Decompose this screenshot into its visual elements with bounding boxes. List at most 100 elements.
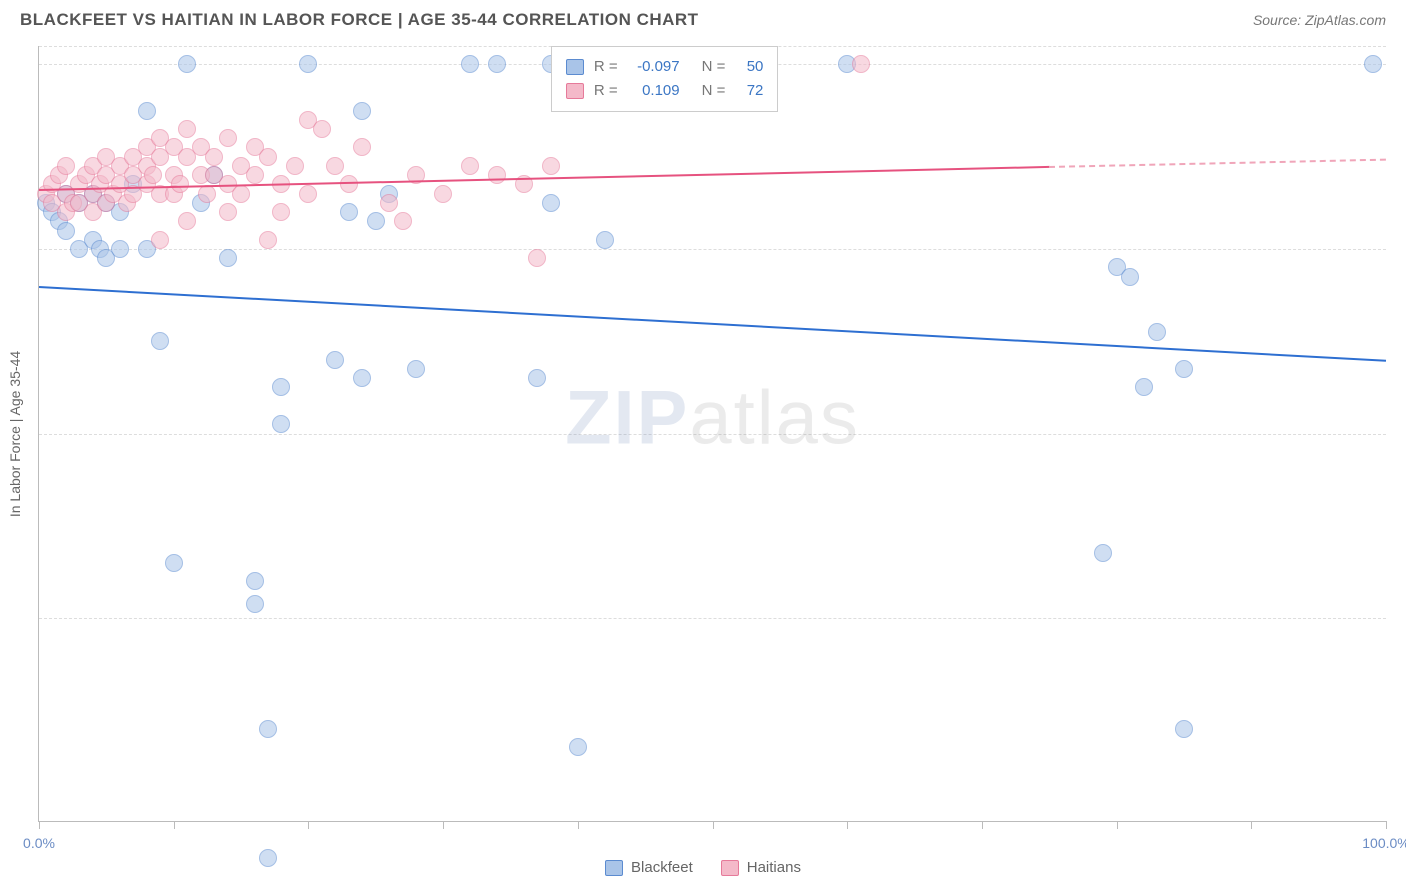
data-point [178,212,196,230]
chart-header: BLACKFEET VS HAITIAN IN LABOR FORCE | AG… [0,0,1406,34]
data-point [569,738,587,756]
x-tick [1251,821,1252,829]
y-axis-label: In Labor Force | Age 35-44 [7,350,23,516]
legend-swatch [566,59,584,75]
data-point [299,55,317,73]
x-tick [713,821,714,829]
legend-swatch [566,83,584,99]
data-point [461,55,479,73]
data-point [232,185,250,203]
data-point [488,55,506,73]
data-point [528,369,546,387]
data-point [542,157,560,175]
n-label: N = [702,79,726,103]
data-point [353,102,371,120]
data-point [353,138,371,156]
x-tick [174,821,175,829]
data-point [286,157,304,175]
x-tick [308,821,309,829]
x-tick [1386,821,1387,829]
data-point [111,240,129,258]
series-legend: Blackfeet Haitians [0,859,1406,876]
data-point [246,595,264,613]
data-point [1148,323,1166,341]
data-point [259,231,277,249]
data-point [380,194,398,212]
data-point [1121,268,1139,286]
x-tick [982,821,983,829]
data-point [151,332,169,350]
data-point [313,120,331,138]
legend-swatch [721,860,739,876]
x-tick [1117,821,1118,829]
y-tick-label: 60.0% [1398,426,1406,442]
correlation-legend: R =-0.097N =50R =0.109N =72 [551,46,779,112]
gridline [39,618,1386,619]
data-point [57,157,75,175]
plot-surface: 40.0%60.0%80.0%100.0%0.0%100.0% [39,46,1386,821]
data-point [165,554,183,572]
x-tick-label: 0.0% [23,835,55,851]
x-tick [443,821,444,829]
correlation-row: R =0.109N =72 [566,79,764,103]
data-point [219,129,237,147]
data-point [326,157,344,175]
gridline [39,249,1386,250]
data-point [272,415,290,433]
data-point [596,231,614,249]
n-value: 50 [735,55,763,79]
n-value: 72 [735,79,763,103]
data-point [299,185,317,203]
data-point [461,157,479,175]
data-point [246,572,264,590]
x-tick-label: 100.0% [1362,835,1406,851]
data-point [353,369,371,387]
correlation-row: R = -0.097 N = 50 [566,55,764,79]
data-point [259,148,277,166]
data-point [528,249,546,267]
legend-item: Blackfeet [605,859,693,876]
y-tick-label: 100.0% [1398,56,1406,72]
data-point [367,212,385,230]
data-point [488,166,506,184]
x-tick [39,821,40,829]
legend-label: Haitians [747,859,801,876]
data-point [1135,378,1153,396]
data-point [246,166,264,184]
trend-line [1049,159,1386,168]
x-tick [847,821,848,829]
data-point [394,212,412,230]
data-point [57,222,75,240]
legend-item: Haitians [721,859,801,876]
r-label: R = [594,55,618,79]
data-point [326,351,344,369]
data-point [138,102,156,120]
data-point [219,203,237,221]
data-point [178,120,196,138]
data-point [1175,720,1193,738]
chart-title: BLACKFEET VS HAITIAN IN LABOR FORCE | AG… [20,10,699,30]
data-point [259,720,277,738]
y-tick-label: 40.0% [1398,610,1406,626]
data-point [407,360,425,378]
r-value: -0.097 [628,55,680,79]
data-point [434,185,452,203]
data-point [1175,360,1193,378]
gridline [39,434,1386,435]
data-point [178,55,196,73]
y-tick-label: 80.0% [1398,241,1406,257]
data-point [219,249,237,267]
data-point [151,231,169,249]
trend-line [39,286,1386,362]
data-point [340,203,358,221]
x-tick [578,821,579,829]
data-point [1364,55,1382,73]
data-point [272,203,290,221]
n-label: N = [702,55,726,79]
data-point [144,166,162,184]
chart-area: In Labor Force | Age 35-44 40.0%60.0%80.… [38,46,1386,822]
r-label: R = [594,79,618,103]
data-point [542,194,560,212]
data-point [171,175,189,193]
source-label: Source: ZipAtlas.com [1253,12,1386,28]
